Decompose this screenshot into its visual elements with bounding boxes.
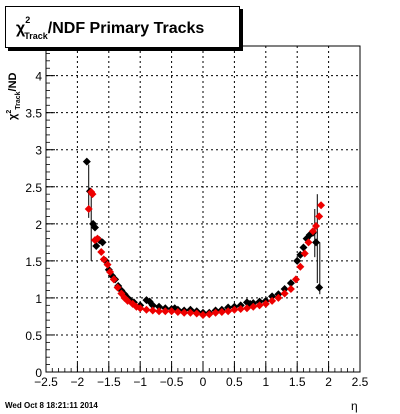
data-point xyxy=(205,310,214,319)
data-point xyxy=(103,260,112,269)
data-point xyxy=(304,238,313,247)
data-point xyxy=(293,256,302,265)
y-tick-label: 4 xyxy=(35,70,42,84)
timestamp-label: Wed Oct 8 18:21:11 2014 xyxy=(5,401,98,410)
data-point xyxy=(249,302,258,311)
data-point xyxy=(148,306,157,315)
x-tick-label: −2.5 xyxy=(34,375,58,389)
y-tick-label: 2.5 xyxy=(25,181,42,195)
data-point xyxy=(299,243,308,252)
svg-text:χ2Track/NDF Primary Tracks: χ2 Track/NDF Primary Tracks xyxy=(16,15,204,41)
x-axis-ticks: −2.5 −2 −1.5 −1 −0.5 0 0.5 1 1.5 2 2.5 xyxy=(34,363,369,389)
data-point xyxy=(242,304,251,313)
data-point xyxy=(217,307,226,316)
y-tick-label: 0.5 xyxy=(25,329,42,343)
title-chi: χ xyxy=(16,20,26,37)
data-point xyxy=(192,309,201,318)
x-tick-label: 1.5 xyxy=(289,375,306,389)
data-point xyxy=(84,205,93,213)
x-tick-label: 0 xyxy=(200,375,207,389)
data-point xyxy=(167,307,176,316)
data-point xyxy=(236,305,245,314)
data-point xyxy=(255,301,264,310)
data-point xyxy=(148,301,157,310)
data-point xyxy=(280,285,289,294)
y-axis-label: χ2Track/ND xyxy=(6,72,22,120)
data-point xyxy=(317,201,326,210)
data-point xyxy=(268,296,277,305)
title-sub: Track xyxy=(24,31,49,41)
data-point xyxy=(312,222,321,231)
x-tick-label: 2.5 xyxy=(352,375,369,389)
y-tick-label: 3.5 xyxy=(25,107,42,121)
data-point xyxy=(155,307,164,316)
data-point xyxy=(88,190,97,199)
data-point xyxy=(161,307,170,316)
x-tick-label: 2 xyxy=(325,375,332,389)
data-point xyxy=(106,267,115,276)
data-point xyxy=(291,275,300,284)
error-bars xyxy=(88,164,321,295)
data-point xyxy=(315,283,324,292)
data-point xyxy=(230,305,239,314)
data-point xyxy=(296,262,305,271)
data-point xyxy=(90,223,99,232)
title-sup: 2 xyxy=(25,15,30,25)
data-point xyxy=(82,157,91,166)
x-tick-label: 0.5 xyxy=(226,375,243,389)
y-tick-label: 2 xyxy=(35,218,42,232)
data-point xyxy=(315,212,324,221)
x-axis-label: η xyxy=(351,399,358,413)
y-tick-label: 1 xyxy=(35,292,42,306)
x-tick-label: −1 xyxy=(133,375,147,389)
series-red xyxy=(84,187,326,319)
plot-frame xyxy=(45,45,361,373)
data-point xyxy=(136,304,145,313)
data-point xyxy=(308,227,317,236)
y-tick-label: 3 xyxy=(35,144,42,158)
data-point xyxy=(97,247,106,256)
data-point xyxy=(173,307,182,316)
chart-title: χ2 Track/NDF Primary Tracks xyxy=(16,15,204,41)
data-point xyxy=(142,305,151,314)
data-point xyxy=(286,279,295,288)
data-point xyxy=(92,242,101,251)
data-point xyxy=(274,293,283,302)
chart-title-box: χ2 Track/NDF Primary Tracks xyxy=(5,6,240,48)
data-point xyxy=(109,275,118,284)
data-point xyxy=(199,310,207,319)
data-point xyxy=(186,308,195,317)
x-tick-label: −0.5 xyxy=(160,375,184,389)
data-point xyxy=(211,308,220,317)
x-tick-label: −2 xyxy=(71,375,85,389)
data-point xyxy=(93,234,102,243)
data-point xyxy=(224,307,233,316)
grid xyxy=(46,46,360,372)
data-point xyxy=(155,302,164,311)
data-point xyxy=(280,289,289,298)
x-tick-label: −1.5 xyxy=(97,375,121,389)
y-axis-ticks: 0 0.5 1 1.5 2 2.5 3 3.5 4 xyxy=(25,45,55,380)
x-tick-label: 1 xyxy=(262,375,269,389)
data-point xyxy=(312,238,321,247)
data-point xyxy=(113,283,122,292)
data-point xyxy=(180,308,189,317)
data-point xyxy=(268,292,277,301)
data-point xyxy=(98,238,107,247)
data-point xyxy=(286,285,295,294)
data-point xyxy=(261,299,270,308)
title-rest: /NDF Primary Tracks xyxy=(48,20,205,37)
data-point xyxy=(99,255,108,264)
y-tick-label: 1.5 xyxy=(25,255,42,269)
data-point xyxy=(300,249,309,258)
y-tick-label: 0 xyxy=(35,366,42,380)
